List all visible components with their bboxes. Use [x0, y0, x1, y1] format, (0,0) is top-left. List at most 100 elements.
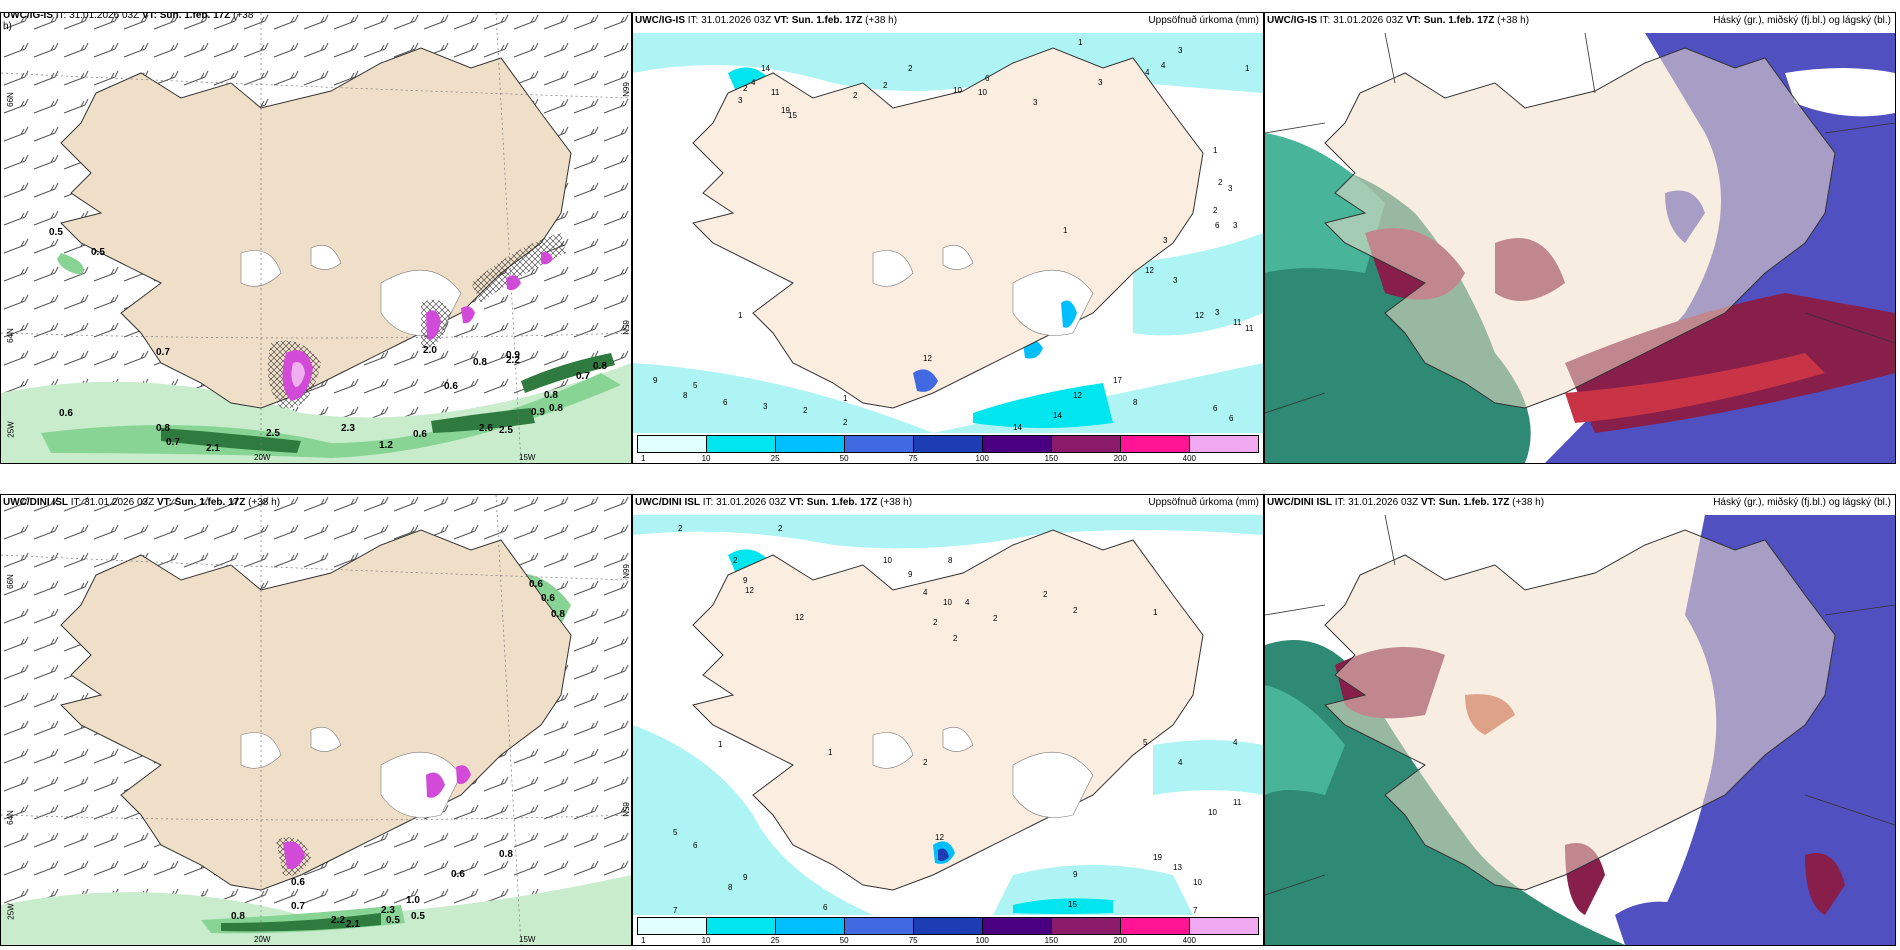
wind-label: 2.2: [331, 915, 345, 926]
precip-label: 19: [1153, 853, 1162, 862]
wind-labels-top: 0.5 0.5 0.7 0.8 0.9 0.8 0.7 0.8 0.6 0.6 …: [49, 227, 607, 454]
precip-label: 9: [1073, 870, 1078, 879]
colorbar-swatch: [845, 436, 914, 452]
wind-label: 0.5: [49, 227, 63, 238]
title-variable: Uppsöfnuð úrkoma (mm): [1148, 497, 1259, 508]
wind-label: 0.6: [529, 579, 543, 590]
wind-label: 0.8: [473, 357, 487, 368]
colorbar-label: 10: [701, 936, 711, 945]
lat-label-66: 66N: [5, 574, 15, 589]
colorbar-label: 50: [839, 454, 849, 463]
title-init: IT: 31.01.2026 03Z: [1319, 15, 1404, 26]
precip-label: 12: [745, 586, 754, 595]
title-lead: (+38 h): [1497, 15, 1530, 26]
title-lead-wrap: h): [3, 21, 12, 32]
header-bottom-left: UWC/DINI ISL IT: 31.01.2026 03Z VT: Sun.…: [3, 497, 280, 508]
precip-label: 1: [1213, 146, 1218, 155]
precip-label: 8: [728, 883, 733, 892]
title-model: UWC/DINI ISL: [635, 497, 700, 508]
title-variable: Háský (gr.), miðský (fj.bl.) og lágský (…: [1713, 15, 1891, 26]
wind-label: 2.1: [206, 443, 220, 454]
panel-wind-top: UWC/IG-IS IT: 31.01.2026 03Z VT: Sun. 1.…: [0, 12, 632, 464]
precip-label: 3: [1178, 46, 1183, 55]
precip-label: 1: [1245, 64, 1250, 73]
precip-label: 10: [1208, 808, 1217, 817]
precip-label: 7: [1193, 906, 1198, 915]
precip-label: 3: [1098, 78, 1103, 87]
precip-label: 3: [1228, 184, 1233, 193]
precip-label: 10: [883, 556, 892, 565]
precip-label: 9: [653, 376, 658, 385]
colorbar-swatch: [1121, 436, 1190, 452]
title-model: UWC/IG-IS: [635, 15, 685, 26]
title-vt: VT: Sun. 1.feb. 17Z: [156, 497, 246, 508]
lon-label-25: 25W: [6, 903, 16, 920]
colorbar-label: 25: [770, 936, 780, 945]
colorbar-label: 50: [839, 936, 849, 945]
wind-label: 1.0: [406, 895, 420, 906]
precip-label: 6: [1229, 414, 1234, 423]
colorbar-label: 75: [908, 454, 918, 463]
wind-label: 0.9: [506, 350, 520, 361]
precip-label: 5: [1143, 738, 1148, 747]
title-lead: (+38 h): [865, 15, 898, 26]
precip-label: 14: [1053, 411, 1062, 420]
precip-label: 2: [993, 614, 998, 623]
colorbar-swatch: [707, 436, 776, 452]
precip-label: 10: [1193, 878, 1202, 887]
wind-label: 0.9: [531, 407, 545, 418]
precip-label: 6: [823, 903, 828, 912]
colorbar-swatch: [845, 918, 914, 934]
colorbar-swatch: [1121, 918, 1190, 934]
wind-label: 0.6: [291, 877, 305, 888]
precip-labels-bottom: 2 2 2 9 12 10 9 8 4 12 10 4 2 2 2 2 2 1 …: [673, 524, 1242, 915]
precip-label: 12: [923, 354, 932, 363]
wind-label: 0.8: [231, 911, 245, 922]
wind-label: 2.6: [479, 423, 493, 434]
precip-label: 5: [673, 828, 678, 837]
title-vt: VT: Sun. 1.feb. 17Z: [788, 497, 878, 508]
panel-precip-top: UWC/IG-IS IT: 31.01.2026 03Z VT: Sun. 1.…: [632, 12, 1264, 464]
title-vt: VT: Sun. 1.feb. 17Z: [1420, 497, 1510, 508]
header-top-right: UWC/IG-IS IT: 31.01.2026 03Z VT: Sun. 1.…: [1267, 15, 1529, 26]
precip-label: 3: [1163, 236, 1168, 245]
colorbar-label: 75: [908, 936, 918, 945]
colorbar-labels: 1 10 25 50 75 100 150 200 400: [637, 453, 1259, 463]
precip-label: 12: [1195, 311, 1204, 320]
precip-label: 6: [693, 841, 698, 850]
lat-label-66: 66N: [5, 92, 15, 107]
wind-label: 0.6: [541, 593, 555, 604]
precip-label: 7: [673, 906, 678, 915]
lat-label-65-right: 65N: [621, 320, 631, 335]
precip-label: 9: [908, 570, 913, 579]
colorbar-top: 1 10 25 50 75 100 150 200 400: [637, 435, 1259, 463]
wind-label: 0.8: [156, 423, 170, 434]
colorbar-swatch: [776, 436, 845, 452]
precip-label: 2: [1213, 206, 1218, 215]
precip-label: 12: [935, 833, 944, 842]
wind-map-top: [1, 13, 631, 463]
colorbar-label: 200: [1113, 454, 1127, 463]
colorbar-swatch: [776, 918, 845, 934]
precip-label: 1: [828, 748, 833, 757]
wind-label: 0.7: [156, 347, 170, 358]
colorbar-label: 150: [1044, 454, 1058, 463]
title-lead: (+38 h): [248, 497, 281, 508]
panel-precip-bottom: UWC/DINI ISL IT: 31.01.2026 03Z VT: Sun.…: [632, 494, 1264, 946]
lon-label-25: 25W: [6, 421, 16, 438]
colorbar-swatch: [983, 918, 1052, 934]
wind-label: 0.5: [411, 911, 425, 922]
precip-label: 1: [718, 740, 723, 749]
lat-label-66-right: 66N: [621, 82, 631, 97]
title-vt: VT: Sun. 1.feb. 17Z: [1405, 15, 1495, 26]
precip-label: 2: [953, 634, 958, 643]
precip-label: 2: [1043, 590, 1048, 599]
colorbar-label: 150: [1044, 936, 1058, 945]
wind-label: 2.1: [346, 919, 360, 930]
header-top-mid: UWC/IG-IS IT: 31.01.2026 03Z VT: Sun. 1.…: [635, 15, 897, 26]
precip-label: 4: [965, 598, 970, 607]
precip-label: 2: [843, 418, 848, 427]
colorbar-swatches: [637, 917, 1259, 935]
title-model: UWC/DINI ISL: [1267, 497, 1332, 508]
wind-label: 0.8: [499, 849, 513, 860]
